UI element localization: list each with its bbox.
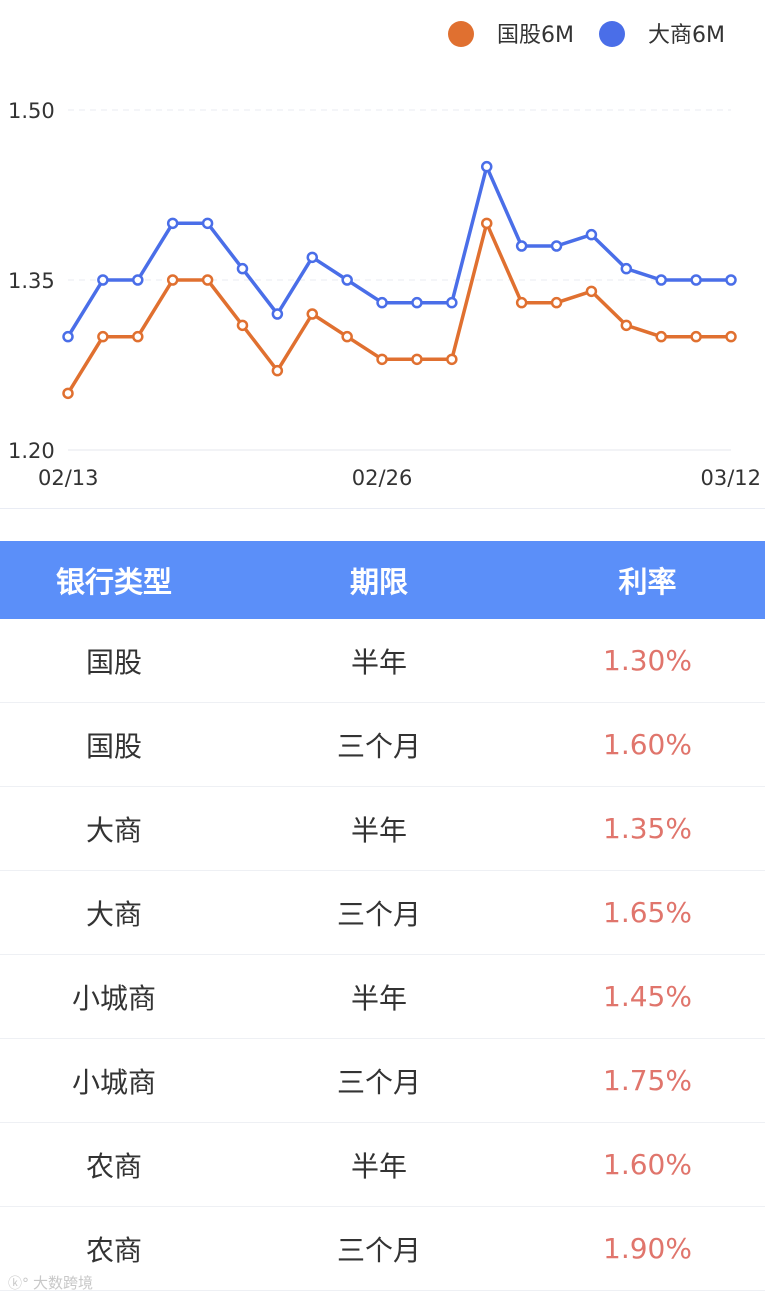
data-point — [271, 364, 284, 377]
x-tick-label: 03/12 — [700, 466, 761, 490]
data-point — [515, 296, 528, 309]
cell-rate: 1.65% — [530, 870, 765, 955]
data-point — [446, 353, 458, 366]
data-point — [306, 308, 319, 320]
cell-rate: 1.35% — [530, 786, 765, 871]
data-point — [376, 296, 388, 309]
data-point — [690, 330, 702, 343]
data-point — [411, 296, 423, 309]
data-point — [550, 240, 563, 252]
y-tick-label: 1.35 — [8, 269, 55, 293]
data-point — [690, 274, 702, 286]
y-tick-label: 1.20 — [8, 439, 55, 463]
data-point — [201, 217, 214, 230]
cell-rate: 1.60% — [530, 1122, 765, 1207]
cell-term: 半年 — [228, 954, 530, 1039]
series-line-2 — [66, 164, 733, 339]
y-tick-label: 1.50 — [8, 99, 55, 123]
cell-bank-type: 农商 — [0, 1122, 228, 1207]
data-point — [446, 296, 458, 309]
data-point — [655, 274, 667, 286]
cell-bank-type: 大商 — [0, 870, 228, 955]
legend-marker-icon — [448, 21, 474, 47]
legend-marker-icon — [599, 21, 625, 47]
data-point — [166, 274, 179, 286]
legend-label: 国股6M — [497, 23, 574, 48]
table-row: 国股 半年 1.30% — [0, 619, 765, 703]
data-point — [97, 330, 109, 343]
data-point — [341, 274, 353, 286]
data-point — [132, 330, 144, 343]
table-row: 小城商 半年 1.45% — [0, 954, 765, 1039]
table-row: 大商 半年 1.35% — [0, 786, 765, 871]
watermark-text: 大数跨境 — [33, 1274, 94, 1292]
table-row: 小城商 三个月 1.75% — [0, 1038, 765, 1123]
header-rate: 利率 — [530, 541, 765, 619]
x-tick-label: 02/13 — [38, 466, 99, 490]
data-point — [480, 160, 493, 173]
cell-term: 三个月 — [228, 1206, 530, 1291]
data-point — [376, 353, 388, 366]
chart-svg: 1.20 1.35 1.50 02/13 02/26 03/12 国股6M 大商6M — [8, 21, 761, 490]
cell-bank-type: 农商 — [0, 1206, 228, 1291]
cell-bank-type: 小城商 — [0, 1038, 228, 1123]
cell-rate: 1.45% — [530, 954, 765, 1039]
watermark-logo-icon: ⓚ° — [8, 1275, 29, 1292]
data-point — [725, 274, 737, 286]
cell-bank-type: 大商 — [0, 786, 228, 871]
data-point — [62, 330, 74, 343]
data-point — [480, 217, 493, 230]
legend-label: 大商6M — [648, 23, 725, 48]
data-point — [515, 240, 528, 252]
data-point — [97, 274, 109, 286]
table-row: 农商 半年 1.60% — [0, 1122, 765, 1207]
data-point — [585, 285, 598, 298]
x-tick-label: 02/26 — [352, 466, 413, 490]
data-point — [236, 262, 249, 275]
data-point — [166, 217, 179, 230]
table-header-row: 银行类型 期限 利率 — [0, 541, 765, 619]
cell-term: 半年 — [228, 786, 530, 871]
data-point — [132, 274, 144, 286]
cell-bank-type: 国股 — [0, 619, 228, 703]
rate-line-chart: 1.20 1.35 1.50 02/13 02/26 03/12 国股6M 大商6M — [0, 0, 765, 510]
data-point — [306, 251, 319, 264]
cell-rate: 1.75% — [530, 1038, 765, 1123]
data-point — [620, 262, 633, 275]
header-bank-type: 银行类型 — [0, 541, 228, 619]
cell-term: 三个月 — [228, 702, 530, 787]
table-row: 农商 三个月 1.90% — [0, 1206, 765, 1291]
data-point — [550, 296, 563, 309]
rate-table: 银行类型 期限 利率 国股 半年 1.30% 国股 三个月 1.60% 大商 半… — [0, 541, 765, 1291]
data-point — [271, 308, 284, 320]
cell-rate: 1.30% — [530, 619, 765, 703]
cell-bank-type: 小城商 — [0, 954, 228, 1039]
data-point — [585, 228, 598, 241]
chart-divider — [0, 508, 765, 509]
cell-term: 三个月 — [228, 1038, 530, 1123]
cell-term: 半年 — [228, 619, 530, 703]
data-point — [236, 319, 249, 332]
data-point — [341, 330, 353, 343]
cell-term: 半年 — [228, 1122, 530, 1207]
watermark: ⓚ° 大数跨境 — [8, 1272, 93, 1293]
data-point — [62, 387, 74, 400]
header-term: 期限 — [228, 541, 530, 619]
cell-term: 三个月 — [228, 870, 530, 955]
cell-rate: 1.60% — [530, 702, 765, 787]
data-point — [620, 319, 633, 332]
series-line-1 — [66, 221, 733, 396]
cell-rate: 1.90% — [530, 1206, 765, 1291]
data-point — [725, 330, 737, 343]
data-point — [411, 353, 423, 366]
table-row: 国股 三个月 1.60% — [0, 702, 765, 787]
data-point — [655, 330, 667, 343]
data-point — [201, 274, 214, 286]
table-row: 大商 三个月 1.65% — [0, 870, 765, 955]
cell-bank-type: 国股 — [0, 702, 228, 787]
